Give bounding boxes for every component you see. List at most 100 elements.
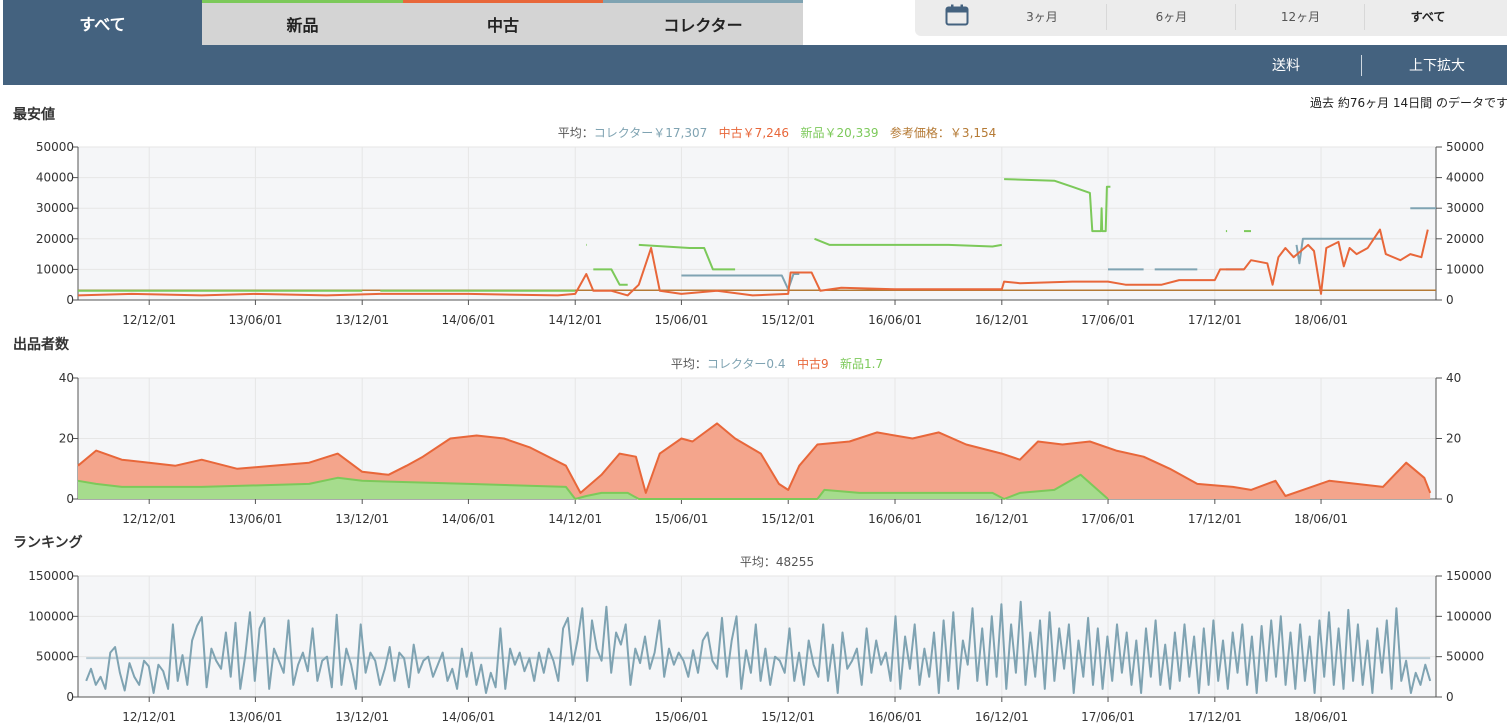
x-tick-label: 17/06/01 (1081, 313, 1135, 327)
x-tick-label: 17/12/01 (1188, 512, 1242, 526)
average-item: コレクター￥17,307 (594, 126, 708, 140)
series-line-新品 (593, 268, 628, 286)
average-prefix: 平均： (671, 357, 707, 371)
x-tick-label: 17/12/01 (1188, 313, 1242, 327)
y-tick-label-left: 0 (66, 492, 74, 506)
x-tick-label: 14/12/01 (548, 512, 602, 526)
y-tick-label-right: 150000 (1446, 569, 1492, 583)
y-tick-label-left: 30000 (36, 201, 74, 215)
series-line-新品 (1004, 178, 1111, 233)
y-tick-label-left: 50000 (36, 650, 74, 664)
sellers-chart: 12/12/01 13/06/01 13/12/01 14/06/01 14/12/01… (59, 356, 1462, 526)
x-tick-label: 17/06/01 (1081, 512, 1135, 526)
average-item: コレクター0.4 (707, 357, 786, 371)
ranking-chart-title: ランキング (13, 535, 83, 551)
y-tick-label-left: 40 (59, 371, 74, 385)
x-tick-label: 18/06/01 (1294, 710, 1348, 724)
tab-all[interactable]: すべて (3, 0, 202, 45)
x-tick-label: 16/06/01 (868, 313, 922, 327)
tab-collector[interactable]: コレクター (603, 0, 803, 45)
average-item: 新品1.7 (829, 356, 884, 371)
average-label: 平均：コレクター￥17,307 中古￥7,246 新品￥20,339 参考価格：… (558, 125, 997, 140)
x-tick-label: 14/06/01 (441, 710, 495, 724)
x-tick-label: 14/06/01 (441, 313, 495, 327)
y-tick-label-right: 20000 (1446, 232, 1484, 246)
average-item: 中古9 (786, 356, 829, 371)
tab-new[interactable]: 新品 (202, 0, 403, 45)
tab-used[interactable]: 中古 (403, 0, 603, 45)
y-tick-label-left: 50000 (36, 140, 74, 154)
series-line-中古 (77, 422, 1432, 497)
x-tick-label: 12/12/01 (122, 512, 176, 526)
y-tick-label-left: 100000 (28, 609, 74, 623)
x-tick-label: 13/12/01 (335, 313, 389, 327)
x-tick-label: 14/12/01 (548, 313, 602, 327)
x-tick-label: 13/12/01 (335, 710, 389, 724)
x-tick-label: 16/12/01 (975, 512, 1029, 526)
average-prefix: 平均： (740, 555, 776, 569)
x-tick-label: 15/06/01 (654, 710, 708, 724)
average-item: 新品￥20,339 (789, 125, 878, 140)
y-tick-label-left: 0 (66, 690, 74, 704)
x-tick-label: 16/12/01 (975, 313, 1029, 327)
range-3m[interactable]: 3ヶ月 (1026, 9, 1058, 24)
x-tick-label: 14/06/01 (441, 512, 495, 526)
x-tick-label: 13/06/01 (228, 512, 282, 526)
x-tick-label: 12/12/01 (122, 313, 176, 327)
sellers-chart-title: 出品者数 (13, 337, 69, 353)
y-tick-label-right: 10000 (1446, 262, 1484, 276)
x-tick-label: 18/06/01 (1294, 313, 1348, 327)
x-tick-label: 16/06/01 (868, 512, 922, 526)
range-6m[interactable]: 6ヶ月 (1155, 9, 1188, 24)
y-tick-label-right: 100000 (1446, 609, 1492, 623)
x-tick-label: 15/12/01 (761, 710, 815, 724)
calendar-icon[interactable] (945, 4, 969, 26)
series-line-中古 (77, 228, 1429, 297)
y-tick-label-left: 150000 (28, 569, 74, 583)
y-tick-label-right: 0 (1446, 492, 1454, 506)
x-tick-label: 15/06/01 (654, 313, 708, 327)
series-line-新品 (638, 243, 736, 271)
x-tick-label: 17/06/01 (1081, 710, 1135, 724)
y-tick-label-right: 50000 (1446, 140, 1484, 154)
range-12m[interactable]: 12ヶ月 (1280, 9, 1321, 24)
y-tick-label-left: 0 (66, 293, 74, 307)
x-tick-label: 13/06/01 (228, 313, 282, 327)
y-tick-label-right: 30000 (1446, 201, 1484, 215)
y-tick-label-right: 40 (1446, 371, 1461, 385)
average-label: 平均：コレクター0.4 中古9 新品1.7 (671, 356, 883, 371)
plot-area (78, 147, 1436, 300)
y-tick-label-left: 40000 (36, 171, 74, 185)
y-tick-label-left: 20000 (36, 232, 74, 246)
x-tick-label: 16/12/01 (975, 710, 1029, 724)
average-prefix: 平均： (558, 126, 594, 140)
y-tick-label-left: 10000 (36, 262, 74, 276)
x-tick-label: 17/12/01 (1188, 710, 1242, 724)
y-tick-label-right: 50000 (1446, 650, 1484, 664)
x-tick-label: 16/06/01 (868, 710, 922, 724)
range-selector: 3ヶ月 6ヶ月 12ヶ月 すべて (915, 0, 1507, 36)
x-tick-label: 13/06/01 (228, 710, 282, 724)
x-tick-label: 14/12/01 (548, 710, 602, 724)
ranking-chart: 12/12/01 13/06/01 13/12/01 14/06/01 14/12/01… (28, 555, 1492, 724)
x-tick-label: 15/12/01 (761, 512, 815, 526)
average-item: 参考価格：￥3,154 (878, 125, 996, 140)
x-tick-label: 15/06/01 (654, 512, 708, 526)
range-divider (1364, 4, 1365, 30)
price-chart-title: 最安値 (13, 107, 55, 123)
series-line-新品 (814, 237, 1002, 248)
shipping-button[interactable]: 送料 (1272, 58, 1300, 74)
average-label: 平均：48255 (740, 555, 814, 569)
range-divider (1106, 4, 1107, 30)
period-note: 過去 約76ヶ月 14日間 のデータです (1310, 96, 1507, 110)
average-item: 中古￥7,246 (707, 125, 789, 140)
zoom-button[interactable]: 上下拡大 (1409, 58, 1465, 74)
header-band (3, 45, 1507, 85)
y-tick-label-right: 0 (1446, 293, 1454, 307)
price-chart: 12/12/01 13/06/01 13/12/01 14/06/01 14/12/01… (36, 125, 1484, 327)
y-tick-label-right: 20 (1446, 432, 1461, 446)
x-tick-label: 13/12/01 (335, 512, 389, 526)
range-divider (1235, 4, 1236, 30)
average-value: 48255 (776, 555, 814, 569)
range-all[interactable]: すべて (1410, 9, 1446, 24)
